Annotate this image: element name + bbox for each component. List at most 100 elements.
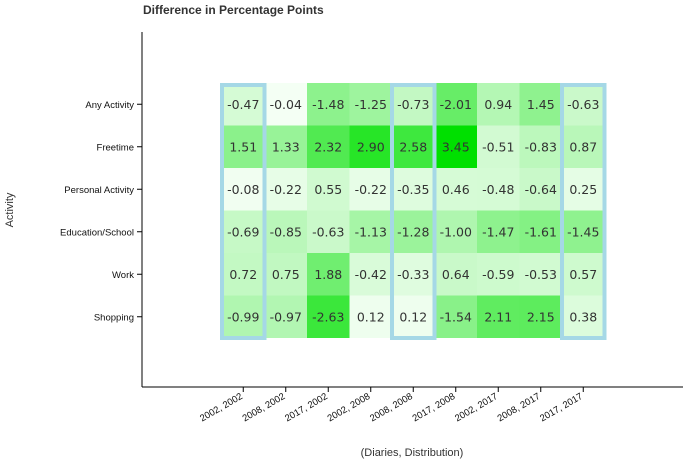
heatmap-cell [392,168,435,211]
heatmap-cell [519,295,562,338]
x-tick-label: 2002, 2008 [326,391,373,424]
cell-value-label: -0.08 [227,182,259,197]
heatmap-cell [519,83,562,126]
x-tick-label: 2017, 2002 [283,391,330,424]
x-tick-label: 2008, 2008 [368,391,415,424]
cell-value-label: -0.48 [482,182,514,197]
x-tick-label: 2002, 2002 [198,391,245,424]
heatmap-cell [562,210,605,253]
heatmap-cell [392,210,435,253]
heatmap-cell [434,210,477,253]
heatmap-cell [562,83,605,126]
cell-value-label: 0.57 [569,267,597,282]
y-axis-ticks: Any Activity Freetime Personal Activity Edu… [60,100,142,323]
cell-value-label: -0.64 [525,182,557,197]
cell-value-label: -1.48 [312,97,344,112]
heatmap-cell [349,125,392,168]
cell-value-label: -0.35 [397,182,429,197]
heatmap-cell [264,83,307,126]
heatmap-cell [349,295,392,338]
heatmap-cell [519,253,562,296]
heatmap-cell [392,295,435,338]
heatmap-cell [562,125,605,168]
cell-value-label: 1.33 [272,139,300,154]
heatmap-cell [392,253,435,296]
cell-value-label: -0.85 [270,224,302,239]
cell-value-label: -1.25 [355,97,387,112]
cell-value-label: -1.54 [440,309,472,324]
cell-value-label: -1.00 [440,224,472,239]
cell-value-label: 0.46 [442,182,470,197]
cell-value-label: -0.47 [227,97,259,112]
heatmap-cell [434,253,477,296]
cell-value-label: 0.94 [484,97,512,112]
x-tick-label: 2008, 2017 [496,391,543,424]
y-tick-label: Freetime [97,142,134,153]
heatmap-cell [519,168,562,211]
y-tick-label: Personal Activity [64,185,134,196]
cell-value-label: 0.12 [399,309,427,324]
heatmap-cell [562,295,605,338]
cell-value-label: -0.69 [227,224,259,239]
heatmap-cell [349,83,392,126]
cell-value-label: -0.53 [525,267,557,282]
x-tick-label: 2017, 2017 [538,391,585,424]
cell-value-label: 2.11 [484,309,512,324]
heatmap-cell [264,125,307,168]
heatmap-cells: -0.47 -0.04 -1.48 -1.25 -0.73 -2.01 0.94 1.45 -0… [222,83,605,338]
heatmap-cell [264,210,307,253]
heatmap-cell [307,125,350,168]
heatmap-cell [307,253,350,296]
cell-value-label: 2.15 [527,309,555,324]
cell-value-label: -0.33 [397,267,429,282]
cell-value-label: -0.97 [270,309,302,324]
cell-value-label: 0.55 [314,182,342,197]
cell-value-label: 0.25 [569,182,597,197]
cell-value-label: 0.38 [569,309,597,324]
cell-value-label: -1.45 [567,224,599,239]
y-tick-label: Education/School [60,227,134,238]
cell-value-label: -2.63 [312,309,344,324]
heatmap-cell [519,210,562,253]
heatmap-cell [264,168,307,211]
y-axis-title: Activity [4,192,16,227]
heatmap-cell [349,168,392,211]
heatmap-cell [434,83,477,126]
y-tick-label: Work [112,270,134,281]
cell-value-label: 0.87 [569,139,597,154]
heatmap-cell [477,210,520,253]
cell-value-label: -0.42 [355,267,387,282]
heatmap-cell [222,210,265,253]
heatmap-cell [307,83,350,126]
x-tick-label: 2017, 2008 [411,391,458,424]
heatmap-cell [222,295,265,338]
diagonal-highlight-boxes [220,83,607,340]
cell-value-label: -1.13 [355,224,387,239]
heatmap-cell [519,125,562,168]
heatmap-cell [562,168,605,211]
heatmap-cell [477,295,520,338]
heatmap-cell [434,168,477,211]
heatmap-cell [264,295,307,338]
heatmap-cell [392,125,435,168]
heatmap-cell [222,125,265,168]
heatmap-cell [477,125,520,168]
cell-value-label: -0.63 [312,224,344,239]
heatmap-cell [477,168,520,211]
highlight-column-box [560,83,607,340]
heatmap-cell [392,83,435,126]
heatmap-cell [222,253,265,296]
cell-value-label: 0.75 [272,267,300,282]
cell-value-label: 0.12 [357,309,385,324]
cell-value-label: 0.64 [442,267,470,282]
heatmap-cell [477,83,520,126]
cell-value-label: -0.99 [227,309,259,324]
cell-value-label: 1.51 [229,139,257,154]
heatmap-cell [222,168,265,211]
heatmap-cell [349,253,392,296]
cell-value-label: -2.01 [440,97,472,112]
cell-value-label: -1.47 [482,224,514,239]
heatmap-cell [434,295,477,338]
heatmap-cell [264,253,307,296]
